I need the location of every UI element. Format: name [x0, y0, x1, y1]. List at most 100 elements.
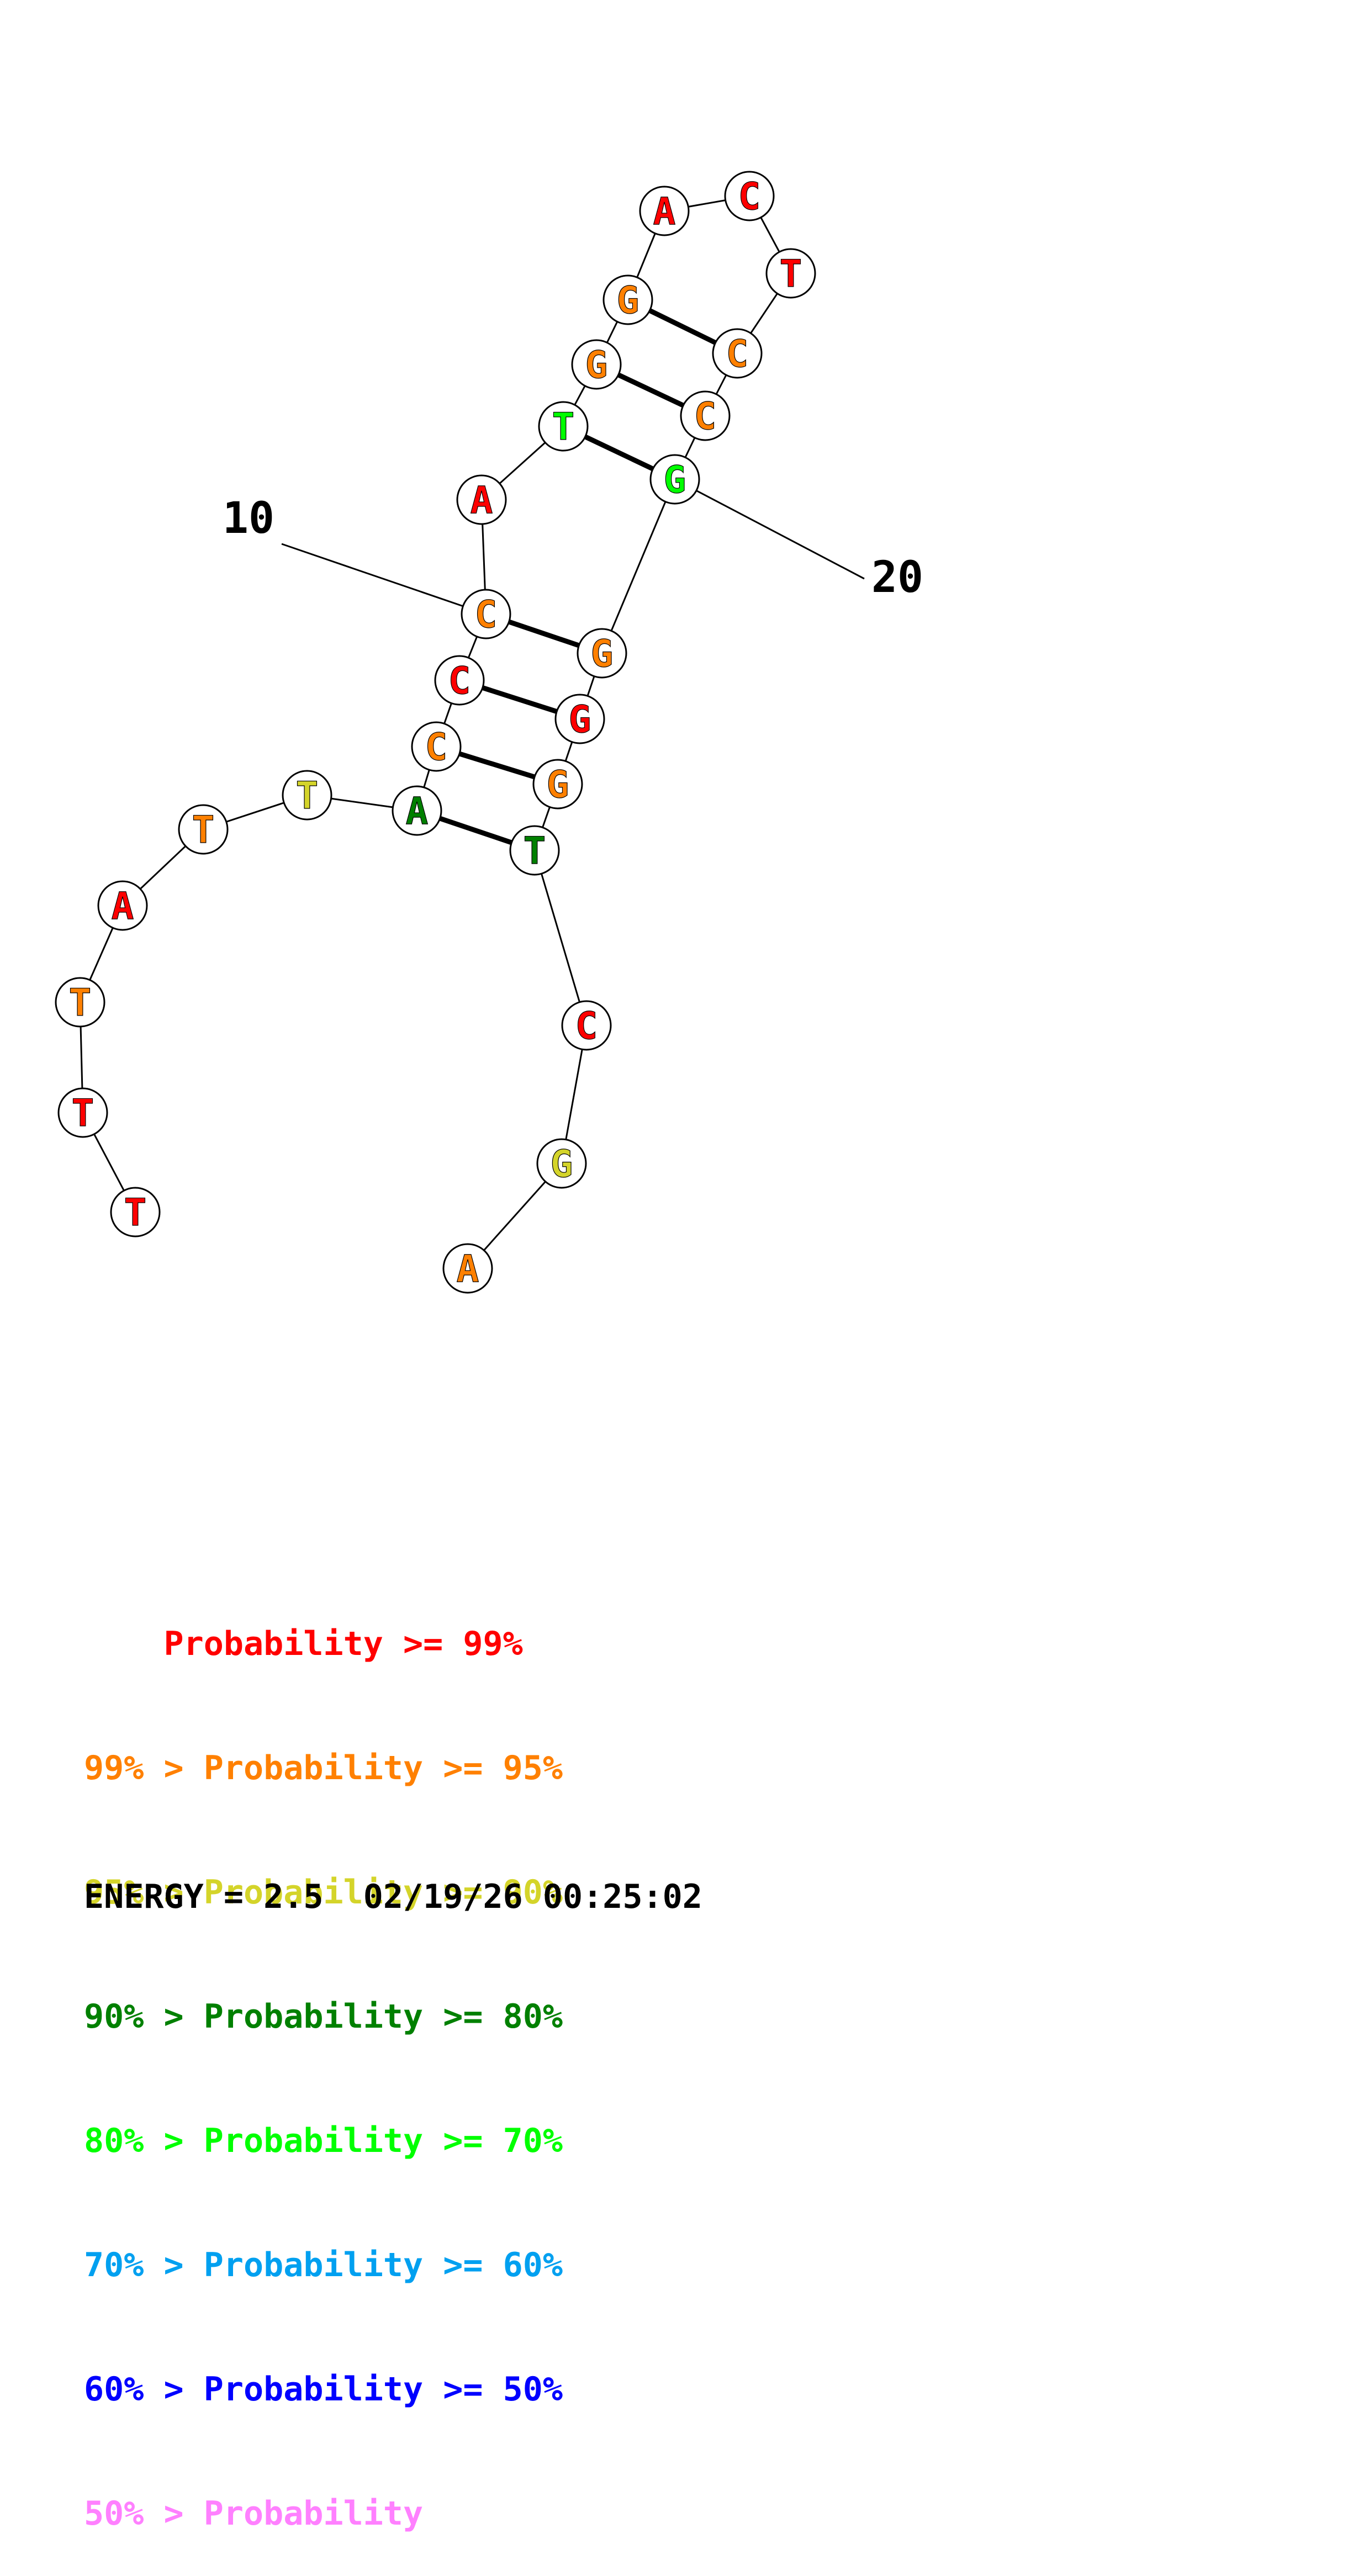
nucleotide-base-label: A: [112, 885, 134, 928]
nucleotide-base-label: C: [475, 593, 498, 637]
nucleotide-base-label: T: [192, 808, 215, 852]
legend-row: 70% > Probability >= 60%: [84, 2245, 563, 2286]
nucleotide-base-label: G: [569, 698, 591, 742]
nucleotide-circle: [461, 589, 511, 639]
nucleotide-node: T: [55, 977, 105, 1028]
nucleotide-node: G: [536, 1138, 587, 1189]
nucleotide-node: A: [456, 474, 507, 525]
legend-text: Probability >= 95%: [203, 1749, 563, 1787]
nucleotide-circle: [411, 721, 462, 772]
nucleotide-circle: [765, 248, 816, 299]
legend-text: Probability >= 50%: [203, 2370, 563, 2409]
nucleotide-base-label: A: [457, 1247, 479, 1291]
energy-footer: ENERGY = 2.5 02/19/26 00:25:02: [84, 1877, 702, 1916]
base-pair-layer: [416, 297, 738, 853]
nucleotide-node: G: [602, 274, 653, 325]
nucleotide-base-label: G: [551, 1142, 573, 1186]
nucleotide-circle: [110, 1187, 161, 1237]
nucleotide-circle: [282, 770, 332, 821]
nucleotide-base-label: C: [448, 659, 471, 703]
legend-row: Probability >= 99%: [84, 1623, 563, 1665]
nucleotide-circle: [538, 401, 589, 452]
nucleotide-node: C: [680, 390, 731, 441]
nucleotide-circle: [97, 880, 148, 931]
nucleotide-circle: [712, 328, 763, 379]
nucleotide-base-label: T: [72, 1092, 94, 1135]
nucleotide-circle: [434, 655, 485, 706]
nucleotide-node: T: [178, 804, 229, 855]
legend-prefix: 60% >: [84, 2370, 204, 2409]
nucleotide-node: G: [649, 454, 700, 505]
legend-prefix: [84, 1625, 164, 1663]
nucleotide-base-label: T: [524, 829, 546, 873]
nucleotide-circle: [649, 454, 700, 505]
nucleotide-circle: [602, 274, 653, 325]
nucleotide-circle: [57, 1087, 108, 1138]
nucleotide-node: A: [97, 880, 148, 931]
legend-prefix: 70% >: [84, 2246, 204, 2284]
nucleotide-circle: [509, 825, 560, 876]
backbone-link: [601, 479, 676, 654]
nucleotide-base-label: T: [124, 1191, 147, 1235]
legend-prefix: 99% >: [84, 1749, 204, 1787]
nucleotide-base-label: G: [664, 458, 686, 502]
number-label-leader: [281, 543, 487, 615]
nucleotide-node: T: [765, 248, 816, 299]
nucleotide-circle: [554, 694, 605, 744]
nucleotide-circle: [571, 339, 622, 390]
nucleotide-node: G: [577, 628, 627, 679]
nucleotide-base-label: C: [575, 1004, 598, 1048]
nucleotide-circle: [532, 759, 583, 810]
legend-row: 95% > Probability >= 90%: [84, 1872, 563, 1913]
nucleotide-node: A: [392, 785, 442, 836]
nucleotide-circle: [680, 390, 731, 441]
legend-row: 60% > Probability >= 50%: [84, 2369, 563, 2410]
nucleotide-node: T: [57, 1087, 108, 1138]
legend-prefix: 95% >: [84, 1873, 204, 1912]
nucleotide-node: A: [442, 1243, 493, 1294]
nucleotide-base-label: C: [738, 175, 761, 219]
number-label-layer: 10 20: [223, 478, 923, 615]
nucleotide-node: C: [434, 655, 485, 706]
nucleotide-circle: [178, 804, 229, 855]
backbone-link: [533, 850, 588, 1026]
nucleotide-base-label: G: [591, 632, 614, 676]
nucleotide-circle: [442, 1243, 493, 1294]
number-label-leader: [674, 478, 865, 580]
nucleotide-base-label: G: [547, 763, 569, 807]
nucleotide-base-label: A: [406, 790, 429, 833]
legend-prefix: 50% >: [84, 2494, 204, 2533]
nucleotide-base-label: C: [425, 726, 448, 769]
nucleotide-circle: [724, 171, 775, 221]
nucleotide-node: G: [571, 339, 622, 390]
nucleotide-base-label: T: [552, 405, 575, 449]
legend-text: Probability >= 90%: [203, 1873, 563, 1912]
nucleotide-node: T: [509, 825, 560, 876]
nucleotide-circle: [639, 186, 690, 236]
nucleotide-base-label: A: [471, 479, 493, 522]
nucleotide-base-label: T: [780, 252, 802, 296]
nucleotide-circle: [577, 628, 627, 679]
legend-text: Probability >= 70%: [203, 2122, 563, 2160]
nucleotide-circle: [561, 1000, 612, 1051]
nucleotide-circle: [456, 474, 507, 525]
legend-row: 80% > Probability >= 70%: [84, 2120, 563, 2162]
nucleotide-circle: [536, 1138, 587, 1189]
nucleotide-base-label: T: [296, 774, 319, 818]
nucleotide-node: G: [554, 694, 605, 744]
nucleotide-base-label: A: [653, 190, 676, 234]
nucleotide-node: G: [532, 759, 583, 810]
legend-row: 50% > Probability: [84, 2493, 563, 2535]
nucleotide-circle: [392, 785, 442, 836]
nucleotide-base-label: C: [726, 332, 749, 376]
legend-text: Probability >= 99%: [163, 1625, 523, 1663]
nucleotide-node: C: [561, 1000, 612, 1051]
nucleotide-node: T: [538, 401, 589, 452]
nucleotide-node: T: [110, 1187, 161, 1237]
legend-text: Probability: [203, 2494, 424, 2533]
nucleotide-node: C: [724, 171, 775, 221]
legend-text: Probability >= 80%: [203, 1997, 563, 2036]
nucleotide-base-label: T: [69, 981, 92, 1025]
